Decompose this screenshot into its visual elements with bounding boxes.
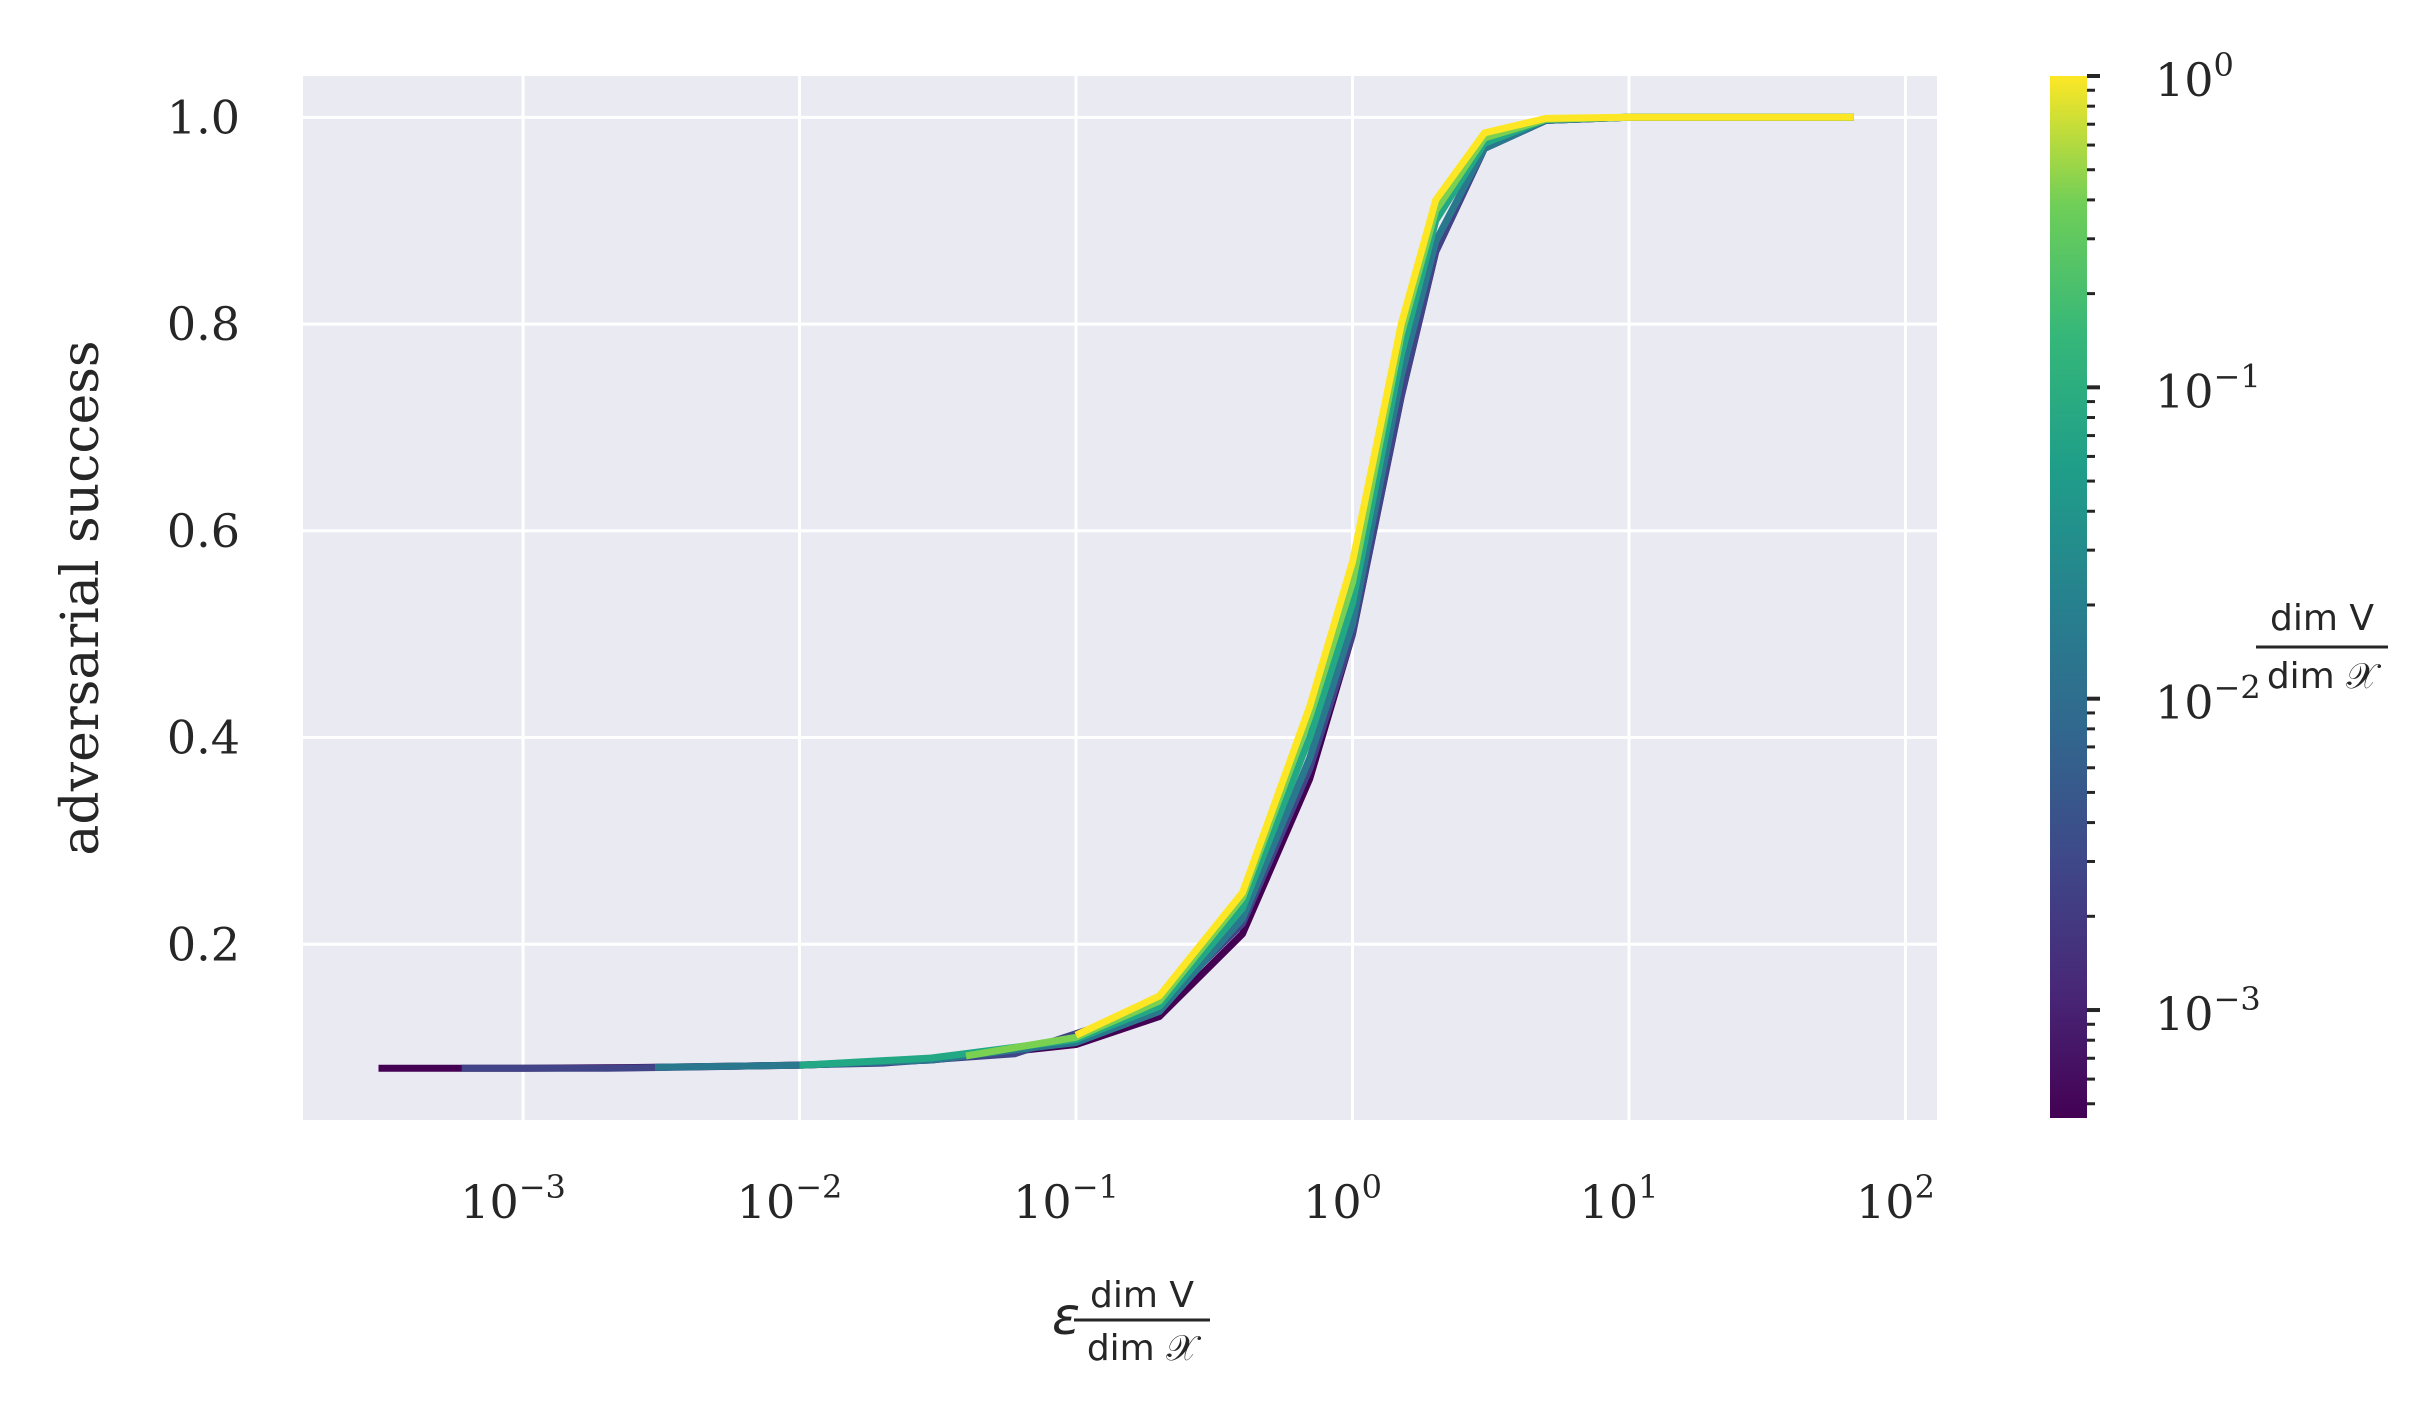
series-line <box>1074 113 1854 1039</box>
y-axis-title: adversarial success <box>51 340 111 855</box>
colorbar <box>2050 76 2087 1118</box>
colorbar-tick-label: 10−2 <box>2155 669 2261 730</box>
y-tick-label: 0.4 <box>167 711 240 765</box>
y-tick-label: 0.8 <box>167 297 240 351</box>
colorbar-title: dim V dim 𝒳 <box>2256 598 2388 697</box>
y-tick-label: 0.6 <box>167 504 240 558</box>
x-axis-title-numerator: dim V <box>1090 1275 1194 1316</box>
x-tick-label: 10−2 <box>737 1168 843 1229</box>
plot-area <box>303 76 1937 1120</box>
colorbar-title-denominator: dim 𝒳 <box>2267 656 2381 697</box>
colorbar-tick-label: 10−1 <box>2155 357 2261 418</box>
grid <box>303 76 1937 1120</box>
x-tick-label: 102 <box>1856 1168 1935 1229</box>
y-axis-ticks: 0.2 0.4 0.6 0.8 1.0 <box>167 90 240 971</box>
colorbar-title-numerator: dim V <box>2270 598 2374 639</box>
x-axis-title-symbol: ε <box>1052 1287 1080 1347</box>
colorbar-tick-label: 10−3 <box>2155 980 2261 1041</box>
colorbar-tick-label: 100 <box>2155 46 2234 107</box>
colorbar-ticks: 100 10−1 10−2 10−3 <box>2087 46 2261 1106</box>
x-axis-ticks: 10−3 10−2 10−1 100 101 102 <box>460 1168 1935 1229</box>
x-axis-title: ε dim V dim 𝒳 <box>1052 1275 1210 1369</box>
x-tick-label: 100 <box>1303 1168 1382 1229</box>
x-tick-label: 101 <box>1580 1168 1659 1229</box>
x-tick-label: 10−1 <box>1013 1168 1119 1229</box>
x-tick-label: 10−3 <box>460 1168 566 1229</box>
x-axis-title-denominator: dim 𝒳 <box>1087 1328 1201 1369</box>
series-layer <box>378 113 1854 1072</box>
y-tick-label: 1.0 <box>167 90 240 144</box>
y-tick-label: 0.2 <box>167 917 240 971</box>
